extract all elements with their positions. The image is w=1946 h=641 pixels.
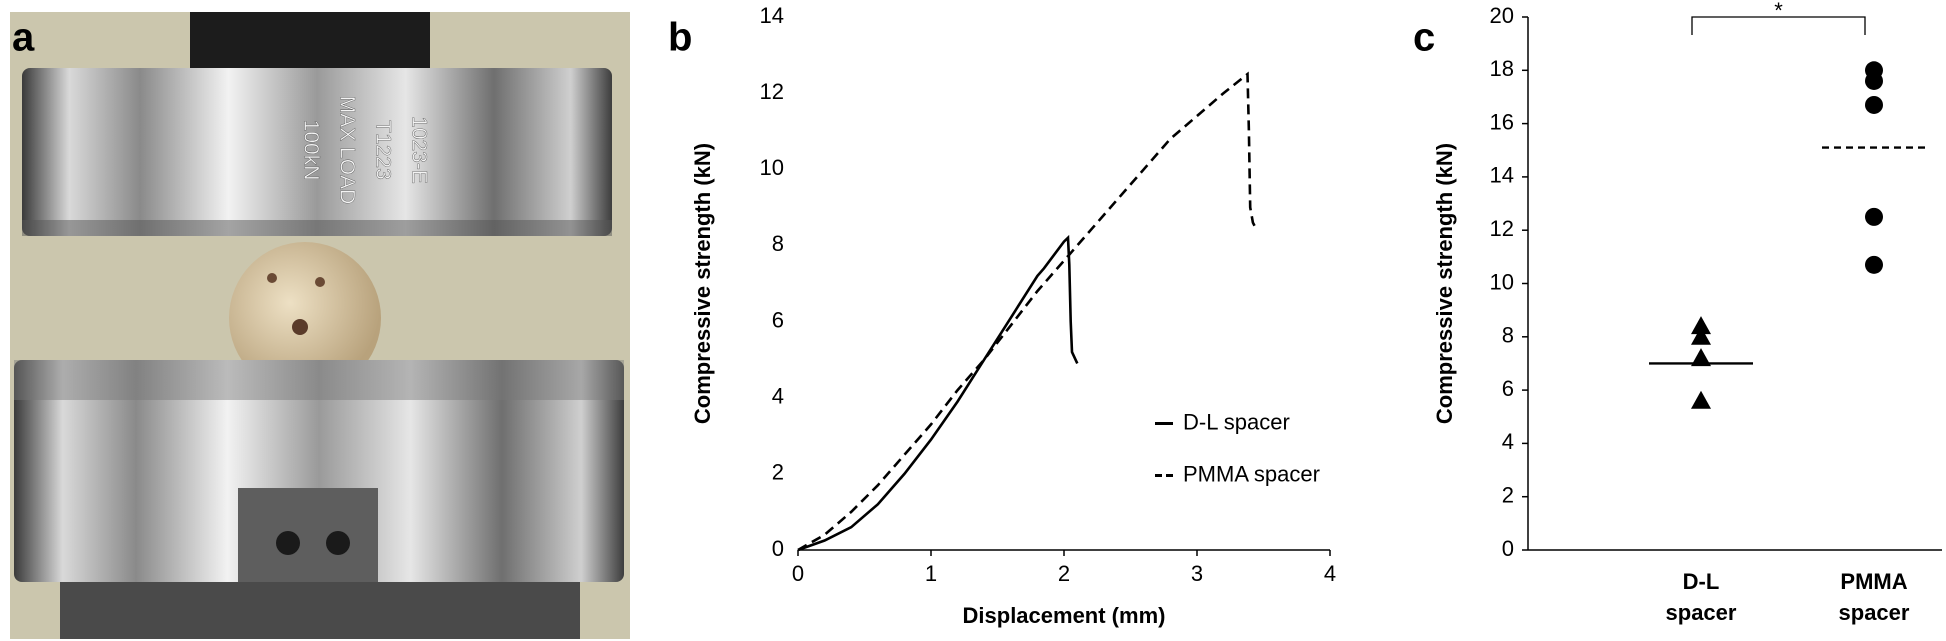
point xyxy=(1691,390,1711,409)
x-tick-label: 4 xyxy=(1324,561,1336,586)
x-tick-label: D-L spacer xyxy=(1665,569,1737,625)
annotation: * xyxy=(1774,0,1783,23)
ball-hole xyxy=(315,277,325,287)
y-tick-label: 8 xyxy=(772,231,784,256)
sample-ball xyxy=(229,242,381,394)
engraving-text: MAX LOAD xyxy=(335,96,358,205)
block-hole xyxy=(326,531,350,555)
significance-bracket xyxy=(1691,16,1866,35)
y-tick-label: 18 xyxy=(1490,56,1514,81)
y-tick-label: 12 xyxy=(1490,216,1514,241)
ball-hole xyxy=(292,319,308,335)
y-tick-label: 20 xyxy=(1490,3,1514,28)
y-tick-label: 0 xyxy=(772,536,784,561)
point xyxy=(1691,316,1711,335)
engraving-text: T1223 xyxy=(371,120,394,180)
point xyxy=(1865,95,1883,114)
point xyxy=(1865,71,1883,90)
point xyxy=(1865,255,1883,274)
x-axis-label: Displacement (mm) xyxy=(963,603,1166,628)
y-tick-label: 10 xyxy=(760,155,784,180)
legend-label: D-L spacer xyxy=(1183,409,1290,434)
platen-edge xyxy=(22,220,612,236)
engraving-text: 100kN xyxy=(299,120,322,181)
lower-platen xyxy=(14,360,624,582)
y-tick-label: 2 xyxy=(772,460,784,485)
y-axis-label: Compressive strength (kN) xyxy=(690,143,715,424)
ball-hole xyxy=(267,273,277,283)
panel-label: c xyxy=(1413,16,1435,60)
y-tick-label: 2 xyxy=(1502,483,1514,508)
y-tick-label: 0 xyxy=(1502,536,1514,561)
legend-label: PMMA spacer xyxy=(1183,461,1320,486)
platen-top xyxy=(14,360,624,400)
point xyxy=(1691,326,1711,345)
y-tick-label: 14 xyxy=(760,3,784,28)
x-tick-label: PMMA spacer xyxy=(1838,569,1910,625)
y-tick-label: 6 xyxy=(1502,376,1514,401)
panel-label: b xyxy=(668,16,692,60)
series-line xyxy=(797,234,1079,552)
y-tick-label: 6 xyxy=(772,307,784,332)
y-axis-label: Compressive strength (kN) xyxy=(1432,143,1457,424)
metal-block xyxy=(238,488,378,582)
y-tick-label: 14 xyxy=(1490,163,1514,188)
x-tick-label: 1 xyxy=(925,561,937,586)
y-tick-label: 8 xyxy=(1502,323,1514,348)
y-tick-label: 4 xyxy=(1502,429,1514,454)
y-tick-label: 10 xyxy=(1490,269,1514,294)
block-hole xyxy=(276,531,300,555)
x-tick-label: 2 xyxy=(1058,561,1070,586)
point xyxy=(1691,348,1711,367)
upper-platen xyxy=(22,68,612,236)
panel-label: a xyxy=(12,16,35,60)
photo: 100kN MAX LOAD T1223 1023-E xyxy=(10,12,630,639)
x-tick-label: 3 xyxy=(1191,561,1203,586)
x-tick-label: 0 xyxy=(792,561,804,586)
press-base xyxy=(60,582,580,639)
y-tick-label: 16 xyxy=(1490,109,1514,134)
engraving-text: 1023-E xyxy=(407,116,430,184)
point xyxy=(1865,207,1883,226)
press-top xyxy=(190,12,430,72)
y-tick-label: 4 xyxy=(772,384,784,409)
y-tick-label: 12 xyxy=(760,79,784,104)
